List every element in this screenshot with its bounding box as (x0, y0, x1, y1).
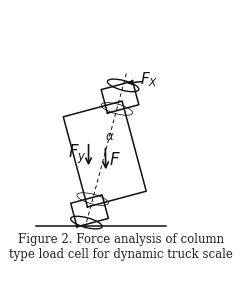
Text: $F_y$: $F_y$ (68, 142, 87, 166)
Text: $\alpha$: $\alpha$ (105, 130, 115, 143)
Text: $F$: $F$ (109, 151, 121, 169)
Text: $F_X$: $F_X$ (140, 70, 159, 89)
Text: Figure 2. Force analysis of column
type load cell for dynamic truck scale: Figure 2. Force analysis of column type … (9, 233, 233, 261)
